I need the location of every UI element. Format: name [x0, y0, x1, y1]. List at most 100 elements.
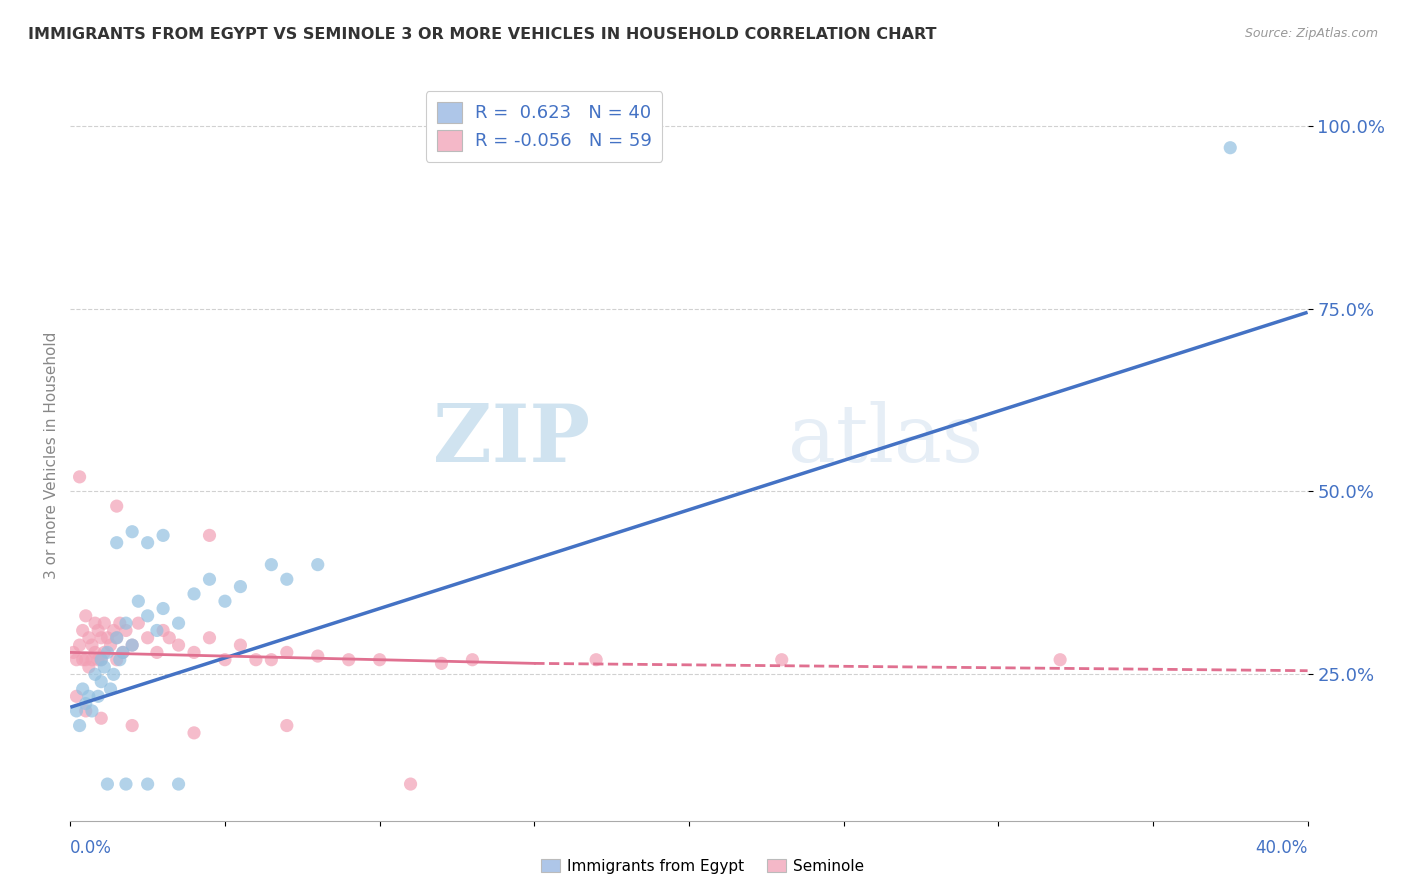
Point	[72, 653, 94, 667]
Point	[65, 704, 87, 718]
Point	[90, 711, 112, 725]
Point	[337, 653, 360, 667]
Point	[146, 624, 169, 638]
Point	[69, 718, 91, 732]
Point	[103, 667, 125, 681]
Point	[90, 631, 112, 645]
Point	[368, 653, 391, 667]
Point	[183, 587, 205, 601]
Point	[72, 681, 94, 696]
Point	[121, 524, 143, 539]
Point	[167, 638, 190, 652]
Text: Source: ZipAtlas.com: Source: ZipAtlas.com	[1244, 27, 1378, 40]
Point	[121, 718, 143, 732]
Point	[214, 653, 236, 667]
Point	[103, 624, 125, 638]
Text: atlas: atlas	[787, 401, 983, 479]
Point	[77, 631, 100, 645]
Text: 40.0%: 40.0%	[1256, 838, 1308, 857]
Point	[65, 690, 87, 704]
Point	[62, 645, 84, 659]
Point	[198, 631, 221, 645]
Point	[121, 638, 143, 652]
Point	[108, 616, 131, 631]
Point	[115, 624, 138, 638]
Y-axis label: 3 or more Vehicles in Household: 3 or more Vehicles in Household	[44, 331, 59, 579]
Point	[90, 653, 112, 667]
Point	[136, 631, 159, 645]
Point	[87, 624, 110, 638]
Point	[307, 649, 329, 664]
Point	[183, 645, 205, 659]
Point	[214, 594, 236, 608]
Point	[105, 499, 128, 513]
Point	[198, 528, 221, 542]
Point	[96, 645, 118, 659]
Point	[87, 690, 110, 704]
Point	[152, 528, 174, 542]
Point	[96, 777, 118, 791]
Point	[75, 653, 97, 667]
Point	[167, 777, 190, 791]
Point	[167, 616, 190, 631]
Point	[430, 657, 453, 671]
Point	[105, 631, 128, 645]
Point	[1049, 653, 1071, 667]
Point	[276, 645, 298, 659]
Point	[93, 616, 115, 631]
Point	[80, 653, 103, 667]
Point	[100, 681, 122, 696]
Point	[77, 660, 100, 674]
Point	[69, 638, 91, 652]
Point	[75, 704, 97, 718]
Point	[96, 631, 118, 645]
Point	[80, 704, 103, 718]
Point	[1219, 141, 1241, 155]
Point	[136, 777, 159, 791]
Point	[183, 726, 205, 740]
Point	[399, 777, 422, 791]
Point	[260, 653, 283, 667]
Point	[111, 645, 134, 659]
Point	[461, 653, 484, 667]
Point	[105, 631, 128, 645]
Legend: R =  0.623   N = 40, R = -0.056   N = 59: R = 0.623 N = 40, R = -0.056 N = 59	[426, 91, 662, 161]
Point	[127, 616, 149, 631]
Point	[111, 645, 134, 659]
Point	[146, 645, 169, 659]
Point	[770, 653, 793, 667]
Point	[75, 697, 97, 711]
Point	[276, 572, 298, 586]
Point	[276, 718, 298, 732]
Point	[229, 638, 252, 652]
Point	[115, 616, 138, 631]
Text: IMMIGRANTS FROM EGYPT VS SEMINOLE 3 OR MORE VEHICLES IN HOUSEHOLD CORRELATION CH: IMMIGRANTS FROM EGYPT VS SEMINOLE 3 OR M…	[28, 27, 936, 42]
Point	[77, 690, 100, 704]
Point	[84, 616, 107, 631]
Point	[105, 653, 128, 667]
Point	[84, 667, 107, 681]
Point	[80, 638, 103, 652]
Point	[136, 608, 159, 623]
Point	[121, 638, 143, 652]
Point	[198, 572, 221, 586]
Point	[75, 608, 97, 623]
Point	[100, 638, 122, 652]
Point	[307, 558, 329, 572]
Point	[84, 645, 107, 659]
Text: ZIP: ZIP	[433, 401, 591, 479]
Point	[90, 653, 112, 667]
Point	[245, 653, 267, 667]
Point	[157, 631, 180, 645]
Point	[585, 653, 607, 667]
Point	[115, 777, 138, 791]
Point	[105, 535, 128, 549]
Point	[152, 624, 174, 638]
Point	[93, 660, 115, 674]
Point	[69, 470, 91, 484]
Point	[136, 535, 159, 549]
Point	[93, 645, 115, 659]
Point	[229, 580, 252, 594]
Legend: Immigrants from Egypt, Seminole: Immigrants from Egypt, Seminole	[536, 853, 870, 880]
Point	[72, 624, 94, 638]
